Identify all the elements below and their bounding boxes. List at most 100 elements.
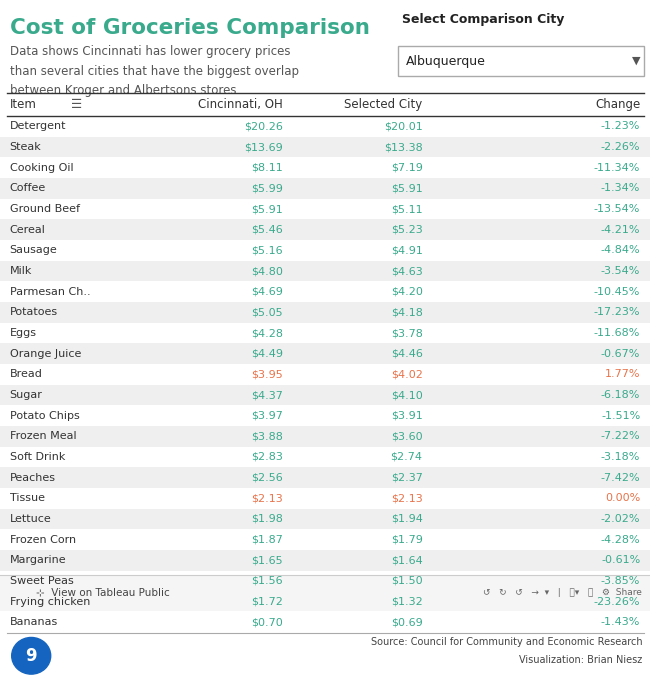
Text: Potato Chips: Potato Chips [10, 411, 79, 420]
Text: Sausage: Sausage [10, 245, 57, 255]
Text: Coffee: Coffee [10, 183, 46, 194]
FancyBboxPatch shape [0, 571, 650, 591]
Text: $1.72: $1.72 [251, 596, 283, 607]
Text: $5.16: $5.16 [251, 245, 283, 255]
Text: $5.05: $5.05 [251, 307, 283, 318]
FancyBboxPatch shape [0, 447, 650, 467]
Text: Soft Drink: Soft Drink [10, 452, 65, 462]
Text: $1.94: $1.94 [391, 514, 422, 524]
FancyBboxPatch shape [0, 116, 650, 137]
FancyBboxPatch shape [0, 550, 650, 571]
Text: -4.28%: -4.28% [601, 535, 640, 544]
Text: $5.46: $5.46 [251, 225, 283, 235]
Text: $4.37: $4.37 [251, 390, 283, 400]
Text: $2.13: $2.13 [391, 494, 422, 503]
Text: ↺   ↻   ↺   →  ▾   |   ⬜▾   ⬛   ⚙  Share: ↺ ↻ ↺ → ▾ | ⬜▾ ⬛ ⚙ Share [484, 588, 642, 597]
Text: -0.61%: -0.61% [601, 555, 640, 565]
FancyBboxPatch shape [0, 612, 650, 632]
Text: $2.37: $2.37 [391, 473, 422, 483]
FancyBboxPatch shape [0, 406, 650, 426]
Text: $2.13: $2.13 [251, 494, 283, 503]
Text: $8.11: $8.11 [251, 162, 283, 173]
Text: Steak: Steak [10, 142, 42, 152]
Text: $3.78: $3.78 [391, 328, 422, 338]
Text: Cereal: Cereal [10, 225, 46, 235]
Text: $2.56: $2.56 [251, 473, 283, 483]
Text: 9: 9 [25, 647, 37, 665]
Text: $3.91: $3.91 [391, 411, 422, 420]
Text: Peaches: Peaches [10, 473, 56, 483]
Text: $1.64: $1.64 [391, 555, 422, 565]
Text: Albuquerque: Albuquerque [406, 55, 486, 68]
Text: $1.65: $1.65 [251, 555, 283, 565]
FancyBboxPatch shape [0, 261, 650, 282]
Text: $4.02: $4.02 [391, 370, 422, 379]
FancyBboxPatch shape [0, 426, 650, 447]
FancyBboxPatch shape [0, 302, 650, 323]
Text: between Kroger and Albertsons stores: between Kroger and Albertsons stores [10, 85, 236, 97]
Text: Select Comparison City: Select Comparison City [402, 14, 564, 26]
Text: $5.99: $5.99 [251, 183, 283, 194]
Text: -11.34%: -11.34% [594, 162, 640, 173]
Text: -1.43%: -1.43% [601, 617, 640, 628]
Text: $1.56: $1.56 [251, 576, 283, 586]
Text: -3.18%: -3.18% [601, 452, 640, 462]
Text: ▼: ▼ [632, 56, 640, 66]
Text: 0.00%: 0.00% [605, 494, 640, 503]
Text: $3.95: $3.95 [251, 370, 283, 379]
Text: -3.54%: -3.54% [601, 266, 640, 276]
Text: Sugar: Sugar [10, 390, 43, 400]
Text: Eggs: Eggs [10, 328, 37, 338]
FancyBboxPatch shape [0, 240, 650, 261]
Text: $13.38: $13.38 [384, 142, 423, 152]
Text: -17.23%: -17.23% [593, 307, 640, 318]
FancyBboxPatch shape [0, 158, 650, 178]
Text: Change: Change [595, 98, 640, 111]
Text: $4.46: $4.46 [391, 349, 422, 359]
Text: $4.63: $4.63 [391, 266, 422, 276]
Text: -6.18%: -6.18% [601, 390, 640, 400]
Text: -2.02%: -2.02% [601, 514, 640, 524]
FancyBboxPatch shape [0, 343, 650, 364]
FancyBboxPatch shape [0, 178, 650, 199]
Text: Lettuce: Lettuce [10, 514, 51, 524]
Text: -13.54%: -13.54% [594, 204, 640, 214]
Text: -11.68%: -11.68% [594, 328, 640, 338]
Text: Cooking Oil: Cooking Oil [10, 162, 73, 173]
FancyBboxPatch shape [0, 364, 650, 385]
Text: -3.85%: -3.85% [601, 576, 640, 586]
Text: than several cities that have the biggest overlap: than several cities that have the bigges… [10, 65, 299, 78]
Text: $0.70: $0.70 [251, 617, 283, 628]
Text: Parmesan Ch..: Parmesan Ch.. [10, 287, 90, 297]
Text: Cincinnati, OH: Cincinnati, OH [198, 98, 283, 111]
FancyBboxPatch shape [0, 575, 650, 611]
Text: Detergent: Detergent [10, 121, 66, 131]
Text: -7.22%: -7.22% [601, 431, 640, 441]
Text: Ground Beef: Ground Beef [10, 204, 80, 214]
FancyBboxPatch shape [0, 467, 650, 488]
Text: $5.23: $5.23 [391, 225, 422, 235]
Text: -1.34%: -1.34% [601, 183, 640, 194]
Text: $0.69: $0.69 [391, 617, 422, 628]
Text: $4.18: $4.18 [391, 307, 422, 318]
FancyBboxPatch shape [0, 219, 650, 240]
FancyBboxPatch shape [0, 385, 650, 406]
Text: $1.32: $1.32 [391, 596, 422, 607]
FancyBboxPatch shape [0, 199, 650, 219]
FancyBboxPatch shape [398, 47, 644, 76]
Text: $1.79: $1.79 [391, 535, 422, 544]
Text: Frying chicken: Frying chicken [10, 596, 90, 607]
FancyBboxPatch shape [0, 323, 650, 343]
Text: $4.80: $4.80 [251, 266, 283, 276]
Text: $2.74: $2.74 [391, 452, 422, 462]
Text: Potatoes: Potatoes [10, 307, 58, 318]
Text: $5.91: $5.91 [251, 204, 283, 214]
Text: 1.77%: 1.77% [604, 370, 640, 379]
Text: -0.67%: -0.67% [601, 349, 640, 359]
Text: Bananas: Bananas [10, 617, 58, 628]
Text: -10.45%: -10.45% [594, 287, 640, 297]
Text: $5.11: $5.11 [391, 204, 422, 214]
Text: -4.21%: -4.21% [601, 225, 640, 235]
Text: Tissue: Tissue [10, 494, 45, 503]
Text: $1.98: $1.98 [251, 514, 283, 524]
